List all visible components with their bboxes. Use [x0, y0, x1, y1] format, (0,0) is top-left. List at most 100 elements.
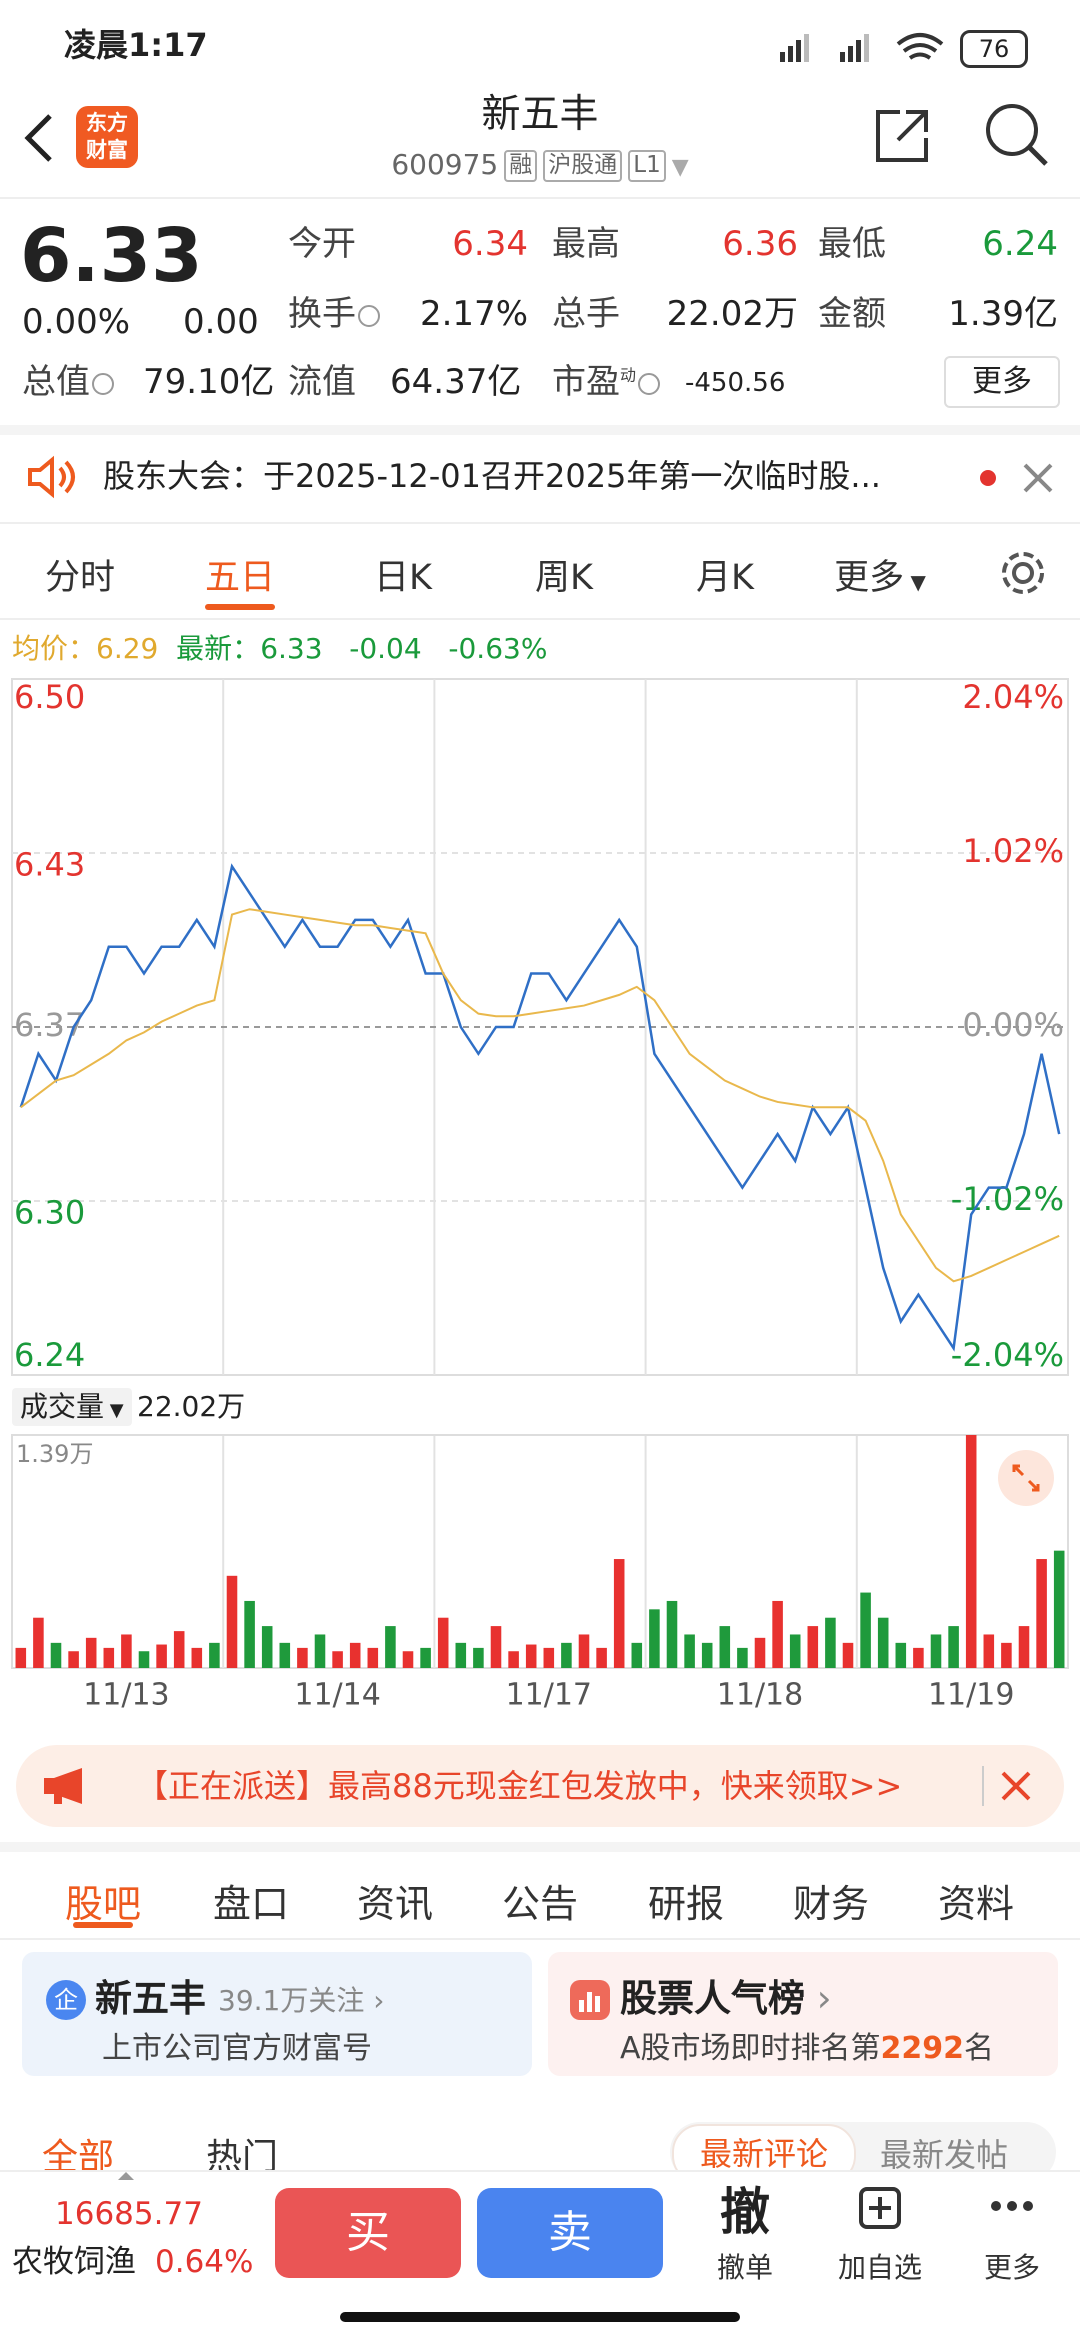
volume-bar [895, 1642, 907, 1668]
change: 0.00 [183, 302, 259, 342]
legend-change: -0.04 [349, 632, 422, 665]
volume-bar [15, 1647, 27, 1668]
banner-divider [982, 1766, 984, 1806]
period-tab[interactable]: 月K [696, 558, 754, 598]
period-tab[interactable]: 更多 ▼ [834, 558, 926, 598]
legend-latest: 6.33 [260, 632, 323, 665]
settings-button[interactable] [998, 548, 1048, 598]
tab-underline [205, 604, 275, 610]
period-tab[interactable]: 分时 [44, 558, 116, 598]
price: 6.33 [20, 213, 203, 299]
x-tick-label: 11/17 [506, 1678, 592, 1713]
rank-card[interactable] [548, 1952, 1058, 2076]
y-tick-label: 6.24 [14, 1336, 85, 1374]
volume-bar [508, 1651, 519, 1668]
period-tab[interactable]: 五日 [204, 558, 276, 598]
card-subtitle: 上市公司官方财富号 [102, 2031, 372, 2066]
action-button[interactable]: 加自选 [837, 2251, 923, 2284]
close-banner[interactable] [1000, 1770, 1032, 1802]
volume-bar [701, 1642, 713, 1668]
x-tick-label: 11/18 [717, 1678, 803, 1713]
volume-bar [913, 1647, 924, 1668]
volume-bar [930, 1634, 942, 1668]
volume-bar [737, 1647, 748, 1668]
unread-dot [980, 470, 996, 486]
field-label: 最低 [818, 224, 886, 264]
change-pct: 0.00% [22, 302, 131, 342]
sector-name[interactable]: 农牧饲渔 [12, 2244, 136, 2280]
logo-text: 东方 [86, 111, 128, 135]
price-line [19, 863, 1061, 1352]
company-card[interactable] [22, 1952, 532, 2076]
notice-icon [28, 455, 75, 499]
section-tab[interactable]: 资料 [937, 1882, 1015, 1926]
volume-bar [789, 1634, 801, 1668]
search-button[interactable] [982, 100, 1052, 170]
sort-tab[interactable]: 最新发帖 [880, 2136, 1009, 2174]
card-title: 新五丰 [95, 1977, 206, 2020]
field-label-text: 总值 [22, 362, 90, 402]
rank-post: 名 [964, 2031, 995, 2066]
field-value: 6.24 [982, 224, 1058, 264]
legend-avg-label: 均价： [12, 632, 97, 665]
volume-bar [455, 1642, 467, 1668]
section-tab[interactable]: 公告 [501, 1882, 579, 1926]
volume-bar [965, 1435, 977, 1668]
rank-number: 2292 [880, 2031, 965, 2066]
period-tab[interactable]: 周K [535, 558, 593, 598]
section-tab[interactable]: 研报 [647, 1882, 725, 1926]
volume-bar [1053, 1550, 1065, 1668]
volume-bar [191, 1647, 203, 1668]
volume-bar [754, 1637, 766, 1668]
pe-note: 动 [620, 365, 637, 385]
field-label: 金额 [818, 294, 886, 334]
stock-tag: 融 [504, 150, 538, 182]
close-notice[interactable] [1022, 462, 1054, 494]
volume-bar [578, 1634, 590, 1668]
volume-selector[interactable]: 成交量 ▼ [12, 1388, 132, 1426]
period-tab[interactable]: 日K [374, 558, 432, 598]
volume-bar [103, 1647, 115, 1668]
cancel-icon-text: 撤 [720, 2183, 770, 2241]
volume-bar [173, 1631, 185, 1668]
divider [0, 1842, 1080, 1852]
volume-bar [437, 1617, 449, 1668]
volume-bar [68, 1651, 79, 1668]
field-value: 22.02万 [666, 294, 798, 334]
card-icon [570, 1980, 610, 2020]
card-meta-text: 39.1万关注 [218, 1984, 365, 2017]
sell-button[interactable]: 卖 [477, 2188, 663, 2278]
section-tab[interactable]: 资讯 [356, 1882, 434, 1926]
stock-name: 新五丰 [481, 92, 599, 137]
volume-bar [842, 1642, 854, 1668]
back-button[interactable] [20, 110, 60, 166]
banner-icon [44, 1768, 82, 1804]
field-value: 6.34 [452, 224, 528, 264]
chart-legend: 均价：6.29 最新：6.33 -0.04 -0.63% [12, 632, 547, 666]
volume-bar [332, 1651, 343, 1668]
share-button[interactable] [870, 104, 934, 168]
section-tab[interactable]: 股吧 [64, 1882, 142, 1926]
y2-tick-label: 1.02% [962, 832, 1064, 870]
index-value[interactable]: 16685.77 [55, 2196, 203, 2232]
banner-text: 【正在派送】最高88元现金红包发放中，快来领取>> [136, 1767, 903, 1805]
volume-bar [402, 1651, 414, 1668]
volume-bar [209, 1642, 220, 1668]
buy-button[interactable]: 买 [275, 2188, 461, 2278]
volume-bar [385, 1626, 396, 1668]
expand-button[interactable] [996, 1448, 1056, 1508]
app-logo[interactable]: 东方 财富 [76, 106, 138, 168]
notice-text[interactable]: 股东大会：于2025-12-01召开2025年第一次临时股... [103, 457, 881, 495]
promo-banner[interactable] [16, 1745, 1064, 1827]
volume-bar [33, 1617, 44, 1668]
card-icon: 企 [46, 1980, 86, 2020]
section-tab[interactable]: 财务 [792, 1882, 870, 1926]
volume-bar [719, 1626, 731, 1668]
card-title-text: 股票人气榜 [620, 1977, 805, 2020]
y-tick-label: 6.37 [14, 1006, 85, 1044]
action-button[interactable]: 撤单 [716, 2251, 774, 2284]
more-button[interactable]: 更多 [944, 356, 1060, 408]
volume-bar [1001, 1642, 1012, 1668]
action-button[interactable]: 更多 [983, 2251, 1041, 2284]
section-tab[interactable]: 盘口 [212, 1882, 290, 1926]
